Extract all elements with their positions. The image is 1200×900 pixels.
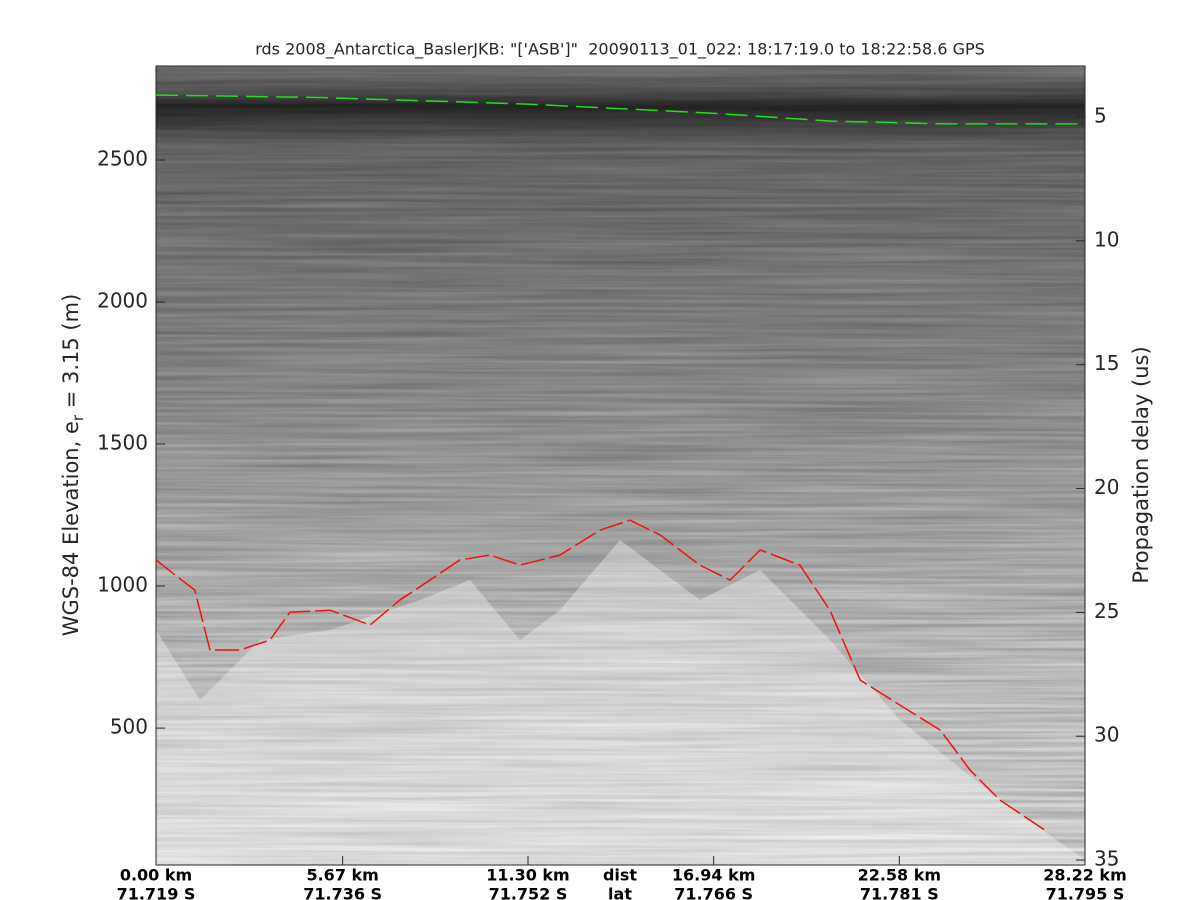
x-tick-label: 22.58 km [858,866,942,885]
lat-tick-label: 71.766 S [674,885,753,900]
x-tick-label: 16.94 km [672,866,756,885]
y2-tick-label: 5 [1094,104,1107,128]
lat-tick-label: 71.781 S [860,885,939,900]
y2-tick-label: 30 [1094,723,1119,747]
chart-title: rds 2008_Antarctica_BaslerJKB: "['ASB']"… [255,40,985,60]
series-line [155,519,1046,831]
y-tick-label: 1500 [97,431,148,455]
x-row-name: lat [608,885,632,900]
y-label-rest: = 3.15 (m) [59,294,83,415]
lat-tick-label: 71.795 S [1046,885,1125,900]
x-tick-label: 0.00 km [120,866,192,885]
x-tick-label: 5.67 km [306,866,378,885]
x-tick-label: 28.22 km [1043,866,1127,885]
y-label-main: WGS-84 Elevation, e [59,421,83,636]
lat-tick-label: 71.752 S [489,885,568,900]
x-tick-label: 11.30 km [486,866,570,885]
y2-tick-label: 20 [1094,475,1119,499]
y-tick-label: 2500 [97,147,148,171]
plot-frame [155,65,1086,866]
lat-tick-label: 71.719 S [117,885,196,900]
x-row-name: dist [603,866,637,885]
y-label-sub: r [69,414,87,421]
y2-tick-label: 10 [1094,227,1119,251]
y2-axis-label: Propagation delay (us) [1129,346,1153,583]
radargram [156,66,1085,865]
y2-tick-label: 35 [1094,847,1119,871]
lat-tick-label: 71.736 S [303,885,382,900]
y-tick-label: 500 [110,715,148,739]
y2-tick-label: 25 [1094,599,1119,623]
y2-tick-label: 15 [1094,351,1119,375]
y-tick-label: 2000 [97,289,148,313]
series-line [155,94,1085,125]
y-tick-label: 1000 [97,573,148,597]
y-axis-label: WGS-84 Elevation, er = 3.15 (m) [59,294,87,637]
